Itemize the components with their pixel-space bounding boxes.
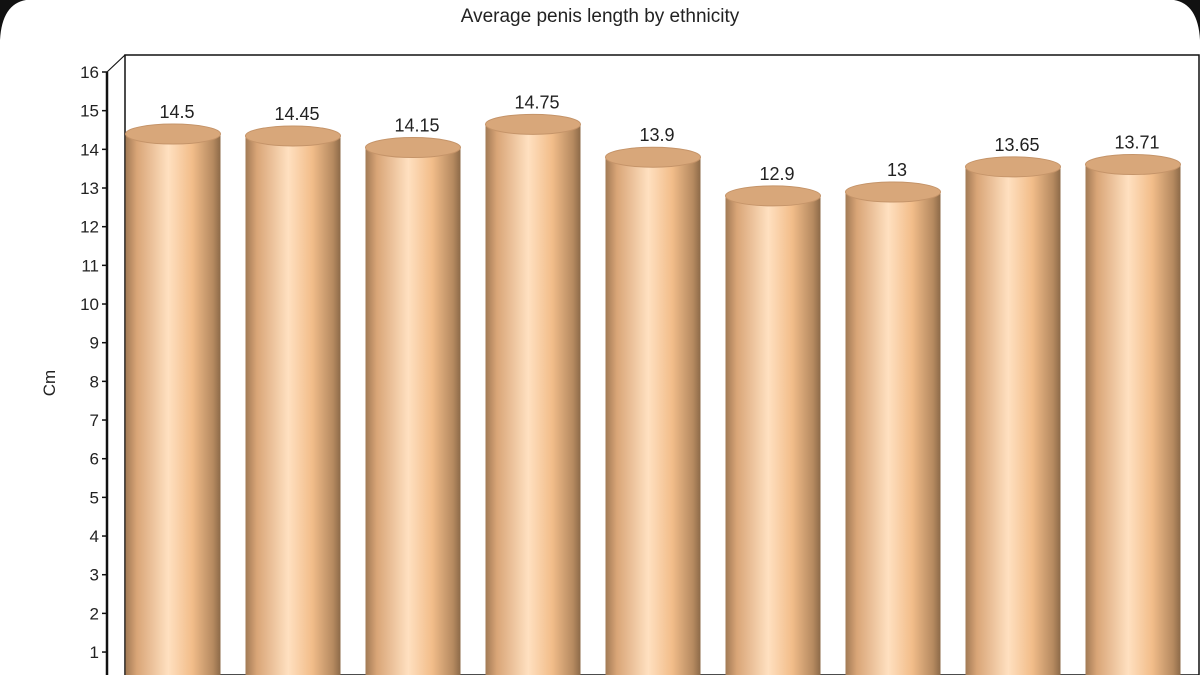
bar: [485, 124, 581, 675]
frame-corner-left: [0, 0, 26, 40]
y-tick-label: 6: [90, 450, 99, 469]
bar-top: [485, 113, 581, 135]
bar: [245, 135, 341, 675]
y-tick-label: 10: [80, 295, 99, 314]
data-label: 13.71: [1114, 133, 1159, 153]
data-label: 12.9: [759, 164, 794, 184]
bar-top: [1085, 154, 1181, 176]
bar-top: [965, 156, 1061, 178]
chart-title: Average penis length by ethnicity: [460, 6, 740, 27]
bar-top: [125, 123, 221, 145]
depth-edge: [106, 54, 126, 73]
data-label: 14.5: [159, 102, 194, 122]
y-tick-label: 8: [90, 372, 99, 391]
y-tick-label: 3: [90, 566, 99, 585]
frame-corner-right: [1174, 0, 1200, 40]
y-tick-label: 14: [80, 140, 99, 159]
bar: [365, 147, 461, 675]
y-tick-label: 15: [80, 102, 99, 121]
y-tick-label: 12: [80, 218, 99, 237]
bar: [845, 192, 941, 675]
data-label: 13: [887, 160, 907, 180]
bar-top: [245, 125, 341, 147]
bar-top: [365, 137, 461, 159]
data-label: 13.65: [994, 135, 1039, 155]
y-tick-label: 13: [80, 179, 99, 198]
data-label: 14.15: [394, 116, 439, 136]
bar: [965, 166, 1061, 675]
data-label: 13.9: [639, 125, 674, 145]
data-label: 14.45: [274, 104, 319, 124]
bar-top: [605, 146, 701, 168]
bar-top: [725, 185, 821, 207]
bar-top: [845, 181, 941, 203]
y-tick-label: 7: [90, 411, 99, 430]
y-tick-label: 5: [90, 488, 99, 507]
bar: [605, 157, 701, 675]
y-tick-label: 1: [90, 643, 99, 662]
y-tick-label: 4: [90, 527, 99, 546]
bar: [1085, 164, 1181, 675]
data-label: 14.75: [514, 92, 559, 112]
y-tick-label: 2: [90, 604, 99, 623]
y-tick-label: 16: [80, 63, 99, 82]
y-tick-label: 11: [81, 256, 99, 275]
y-tick-label: 9: [90, 334, 99, 353]
bar: [725, 195, 821, 675]
bar: [125, 134, 221, 675]
y-axis-label: Cm: [40, 370, 59, 396]
